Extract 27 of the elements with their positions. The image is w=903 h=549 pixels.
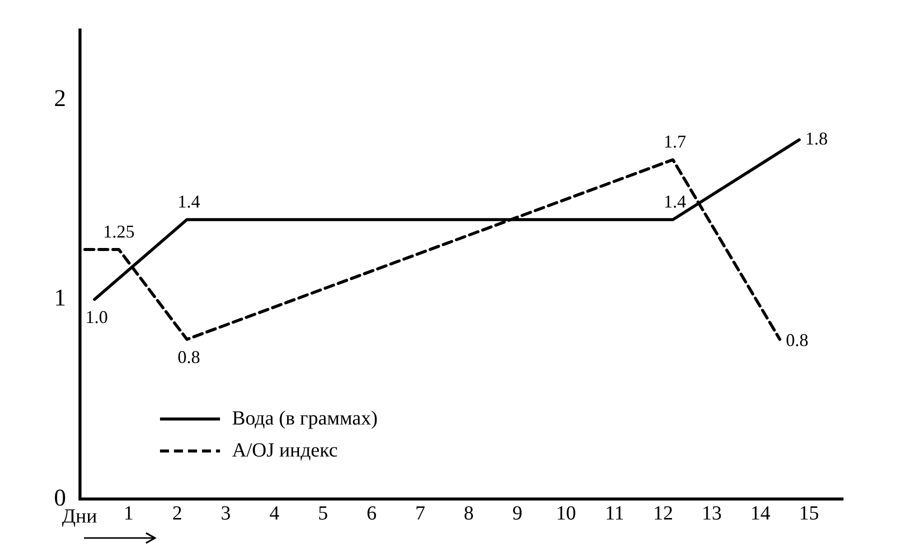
x-tick-label: 10 xyxy=(556,502,576,524)
y-tick-label: 1 xyxy=(54,286,66,312)
x-tick-label: 8 xyxy=(464,502,474,524)
x-tick-label: 15 xyxy=(798,502,819,524)
x-tick-label: 2 xyxy=(172,502,182,524)
x-tick-label: 6 xyxy=(366,502,377,524)
x-tick-label: 4 xyxy=(269,502,280,524)
x-tick-label: 13 xyxy=(702,502,722,524)
legend-label: A/OJ индекс xyxy=(232,439,338,462)
x-tick-label: 14 xyxy=(750,502,770,524)
x-tick-label: 12 xyxy=(653,502,674,524)
x-tick-label: 5 xyxy=(318,502,328,524)
x-tick-label: 1 xyxy=(124,502,134,524)
data-label: 1.4 xyxy=(664,191,686,212)
data-label: 0.8 xyxy=(786,330,808,350)
data-label: 1.7 xyxy=(664,131,686,152)
data-label: 1.4 xyxy=(178,191,200,212)
x-tick-label: 11 xyxy=(604,502,624,524)
data-label: 1.25 xyxy=(103,221,135,242)
data-label: 1.0 xyxy=(85,307,108,328)
x-tick-label: 3 xyxy=(220,502,231,524)
x-tick-label: 7 xyxy=(415,502,426,524)
legend-label: Вода (в граммах) xyxy=(232,407,378,430)
data-label: 1.8 xyxy=(805,128,828,148)
y-tick-label: 2 xyxy=(54,86,66,112)
data-label: 0.8 xyxy=(178,347,200,368)
x-tick-label: 9 xyxy=(512,502,522,524)
